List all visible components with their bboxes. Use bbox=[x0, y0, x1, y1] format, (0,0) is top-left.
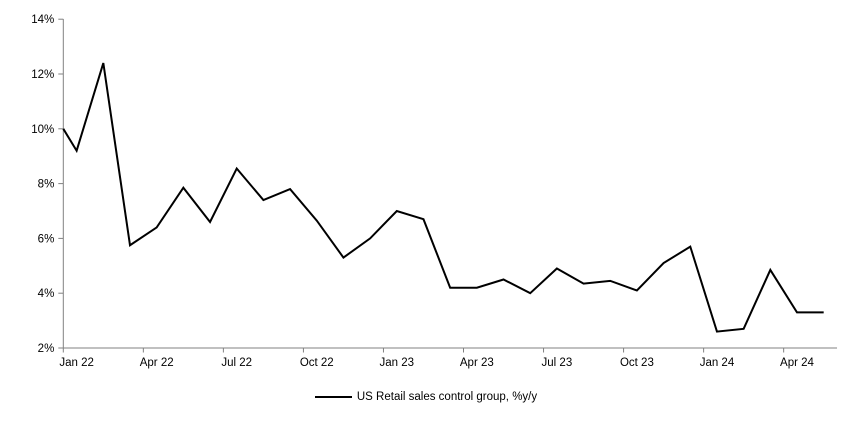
legend-line-sample bbox=[314, 396, 352, 398]
x-tick-label: Jan 23 bbox=[380, 357, 415, 369]
y-tick-label: 2% bbox=[38, 343, 55, 355]
x-tick-label: Apr 22 bbox=[140, 357, 174, 369]
y-tick-label: 14% bbox=[31, 14, 54, 26]
legend: US Retail sales control group, %y/y bbox=[0, 389, 852, 405]
x-tick-label: Jan 24 bbox=[700, 357, 735, 369]
y-tick-label: 12% bbox=[31, 69, 54, 81]
x-tick-label: Apr 23 bbox=[460, 357, 494, 369]
x-tick-label: Apr 24 bbox=[780, 357, 814, 369]
y-tick-label: 10% bbox=[31, 124, 54, 136]
x-tick-label: Oct 23 bbox=[620, 357, 654, 369]
x-tick-label: Oct 22 bbox=[300, 357, 334, 369]
legend-label: US Retail sales control group, %y/y bbox=[356, 391, 538, 403]
x-tick-label: Jul 22 bbox=[221, 357, 252, 369]
y-tick-label: 4% bbox=[38, 288, 55, 300]
y-tick-label: 6% bbox=[38, 233, 55, 245]
x-tick-label: Jul 23 bbox=[542, 357, 573, 369]
y-tick-label: 8% bbox=[38, 179, 55, 191]
series-line-retail-sales bbox=[62, 62, 824, 333]
x-tick-label: Jan 22 bbox=[59, 357, 94, 369]
